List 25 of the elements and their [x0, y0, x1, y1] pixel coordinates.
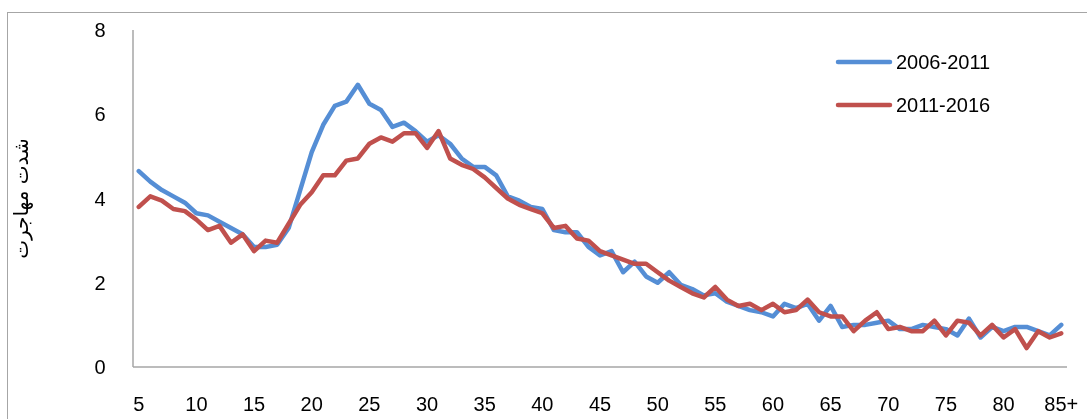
x-tick-label: 15	[242, 393, 266, 415]
x-tick-label: 20	[300, 393, 323, 415]
x-tick-label: 75	[934, 393, 958, 415]
x-tick-label: 65	[819, 393, 842, 415]
y-tick-label: 6	[94, 103, 106, 126]
x-tick-label: 70	[877, 393, 900, 415]
y-tick-label: 4	[94, 187, 106, 210]
x-tick-label: 35	[473, 393, 496, 415]
x-tick-label: 55	[704, 393, 727, 415]
x-tick-label: 45	[588, 393, 612, 415]
x-tick-label: 30	[415, 393, 439, 415]
x-tick-label: 85+	[1044, 393, 1079, 415]
legend-label: 2006-2011	[896, 51, 991, 73]
x-tick-label: 40	[531, 393, 554, 415]
x-tick-label: 80	[992, 393, 1015, 415]
x-tick-label: 10	[185, 393, 208, 415]
x-tick-label: 5	[133, 393, 145, 415]
y-tick-label: 0	[94, 356, 106, 378]
y-axis-title: شدت مهاجرت	[9, 138, 33, 259]
y-tick-label: 2	[94, 271, 106, 294]
x-tick-label: 60	[761, 393, 785, 415]
y-tick-label: 8	[94, 19, 106, 41]
legend-label: 2011-2016	[896, 94, 991, 116]
x-tick-label: 25	[358, 393, 381, 415]
x-tick-label: 50	[646, 393, 669, 415]
